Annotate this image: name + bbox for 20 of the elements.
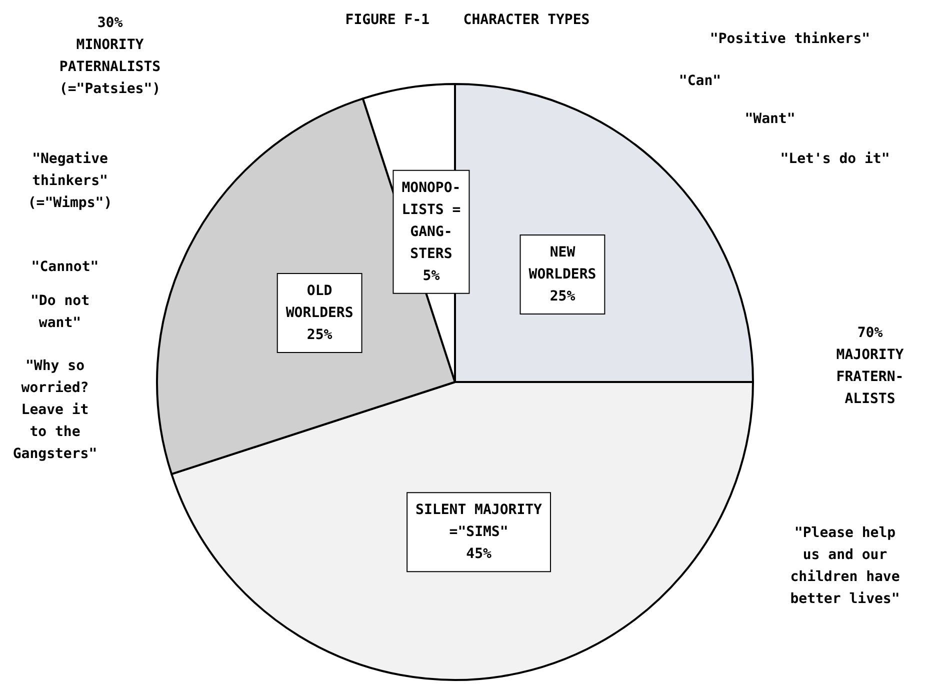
- data-label: 5%: [422, 268, 440, 284]
- slice-label: NEW WORLDERS: [528, 244, 596, 283]
- data-label: 45%: [466, 546, 492, 562]
- text: "Do not want": [30, 293, 90, 331]
- text: "Positive thinkers": [710, 31, 870, 47]
- slice-label: OLD WORLDERS: [286, 282, 354, 321]
- text: 30% MINORITY PATERNALISTS (="Patsies"): [59, 15, 161, 97]
- text: "Negative thinkers" (="Wimps"): [28, 151, 112, 211]
- chart-title: FIGURE F-1 CHARACTER TYPES: [345, 12, 590, 28]
- data-label: 25%: [550, 288, 576, 305]
- text: "Want": [744, 111, 796, 127]
- slice-label: MONOPO- LISTS = GANG- STERS: [402, 180, 461, 262]
- text: "Cannot": [31, 259, 99, 275]
- text: "Can": [678, 73, 722, 89]
- text: "Please help us and our children have better lives": [790, 525, 900, 607]
- text: 70% MAJORITY FRATERN- ALISTS: [836, 325, 904, 407]
- slice-label: SILENT MAJORITY ="SIMS": [416, 502, 543, 540]
- data-label: 25%: [306, 326, 333, 343]
- text: "Why so worried? Leave it to the Gangsters": [12, 358, 98, 462]
- text: "Let's do it": [780, 151, 890, 167]
